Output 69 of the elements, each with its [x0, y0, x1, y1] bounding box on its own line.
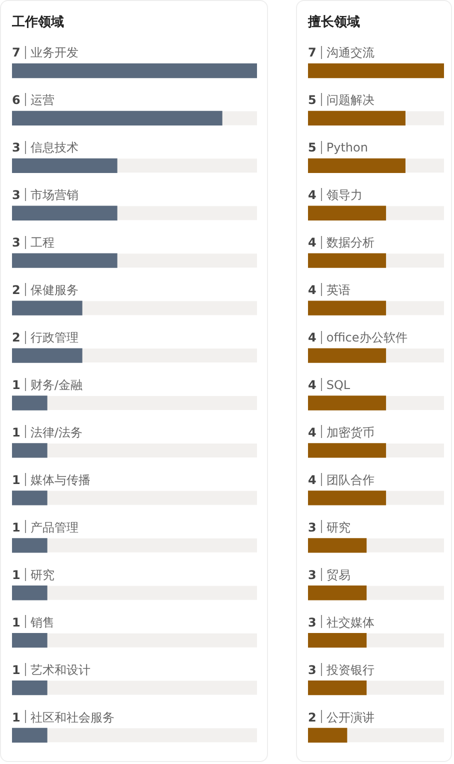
data-label: 3 [308, 520, 316, 534]
data-label: 2 [12, 283, 20, 298]
chart-title: 擅长领域 [308, 14, 360, 31]
category-label: 市场营销 [30, 188, 78, 202]
category-label: 法律/法务 [30, 425, 82, 440]
data-label: 3 [308, 662, 316, 677]
category-label: 领导力 [326, 188, 362, 202]
category-label: 贸易 [326, 568, 350, 582]
data-label: 2 [308, 710, 316, 724]
bar [12, 633, 48, 648]
category-label: 问题解决 [326, 93, 374, 108]
data-label: 4 [308, 378, 316, 392]
data-label: 5 [308, 140, 316, 155]
data-label: 1 [12, 520, 20, 534]
category-label: 工程 [30, 236, 54, 250]
data-label: 3 [308, 568, 316, 582]
data-label: 4 [308, 425, 316, 440]
data-label: 4 [308, 472, 316, 487]
data-label: 7 [308, 46, 316, 60]
category-label: 团队合作 [326, 472, 374, 487]
category-label: 公开演讲 [326, 710, 374, 724]
category-label: 运营 [30, 93, 54, 108]
bar [12, 586, 48, 600]
data-label: 1 [12, 472, 20, 487]
data-label: 4 [308, 330, 316, 345]
category-label: 保健服务 [30, 283, 78, 298]
bar [12, 396, 48, 410]
category-label: 社区和社会服务 [30, 710, 114, 724]
data-label: 3 [12, 236, 20, 250]
data-label: 1 [12, 615, 20, 630]
category-label: office办公软件 [326, 330, 408, 345]
data-label: 1 [12, 568, 20, 582]
category-label: 产品管理 [30, 520, 78, 534]
category-label: 业务开发 [30, 46, 78, 60]
data-label: 5 [308, 93, 316, 108]
bar [12, 490, 48, 506]
data-label: 1 [12, 378, 20, 392]
bar [12, 443, 48, 458]
category-label: 研究 [30, 568, 54, 582]
data-label: 7 [12, 46, 20, 60]
bar [12, 728, 48, 743]
category-label: 媒体与传播 [30, 472, 90, 487]
category-label: Python [326, 140, 368, 155]
data-label: 2 [12, 330, 20, 345]
data-label: 3 [12, 188, 20, 202]
data-label: 1 [12, 662, 20, 677]
data-label: 4 [308, 188, 316, 202]
category-label: 英语 [326, 283, 350, 298]
data-label: 4 [308, 236, 316, 250]
data-label: 6 [12, 93, 20, 108]
category-label: 财务/金融 [30, 378, 82, 392]
data-label: 4 [308, 283, 316, 298]
data-label: 3 [308, 615, 316, 630]
category-label: 加密货币 [326, 425, 374, 440]
category-label: 研究 [326, 520, 350, 534]
category-label: 销售 [30, 615, 54, 630]
bar [12, 538, 48, 553]
chart-title: 工作领域 [12, 14, 64, 31]
category-label: 行政管理 [30, 330, 78, 345]
bar [12, 680, 48, 696]
data-label: 1 [12, 710, 20, 724]
category-label: 投资银行 [326, 662, 374, 677]
data-label: 3 [12, 140, 20, 155]
category-label: 社交媒体 [326, 615, 374, 630]
category-label: 数据分析 [326, 236, 374, 250]
data-label: 1 [12, 425, 20, 440]
category-label: 艺术和设计 [30, 662, 90, 677]
category-label: 信息技术 [30, 140, 78, 155]
category-label: SQL [326, 378, 350, 392]
